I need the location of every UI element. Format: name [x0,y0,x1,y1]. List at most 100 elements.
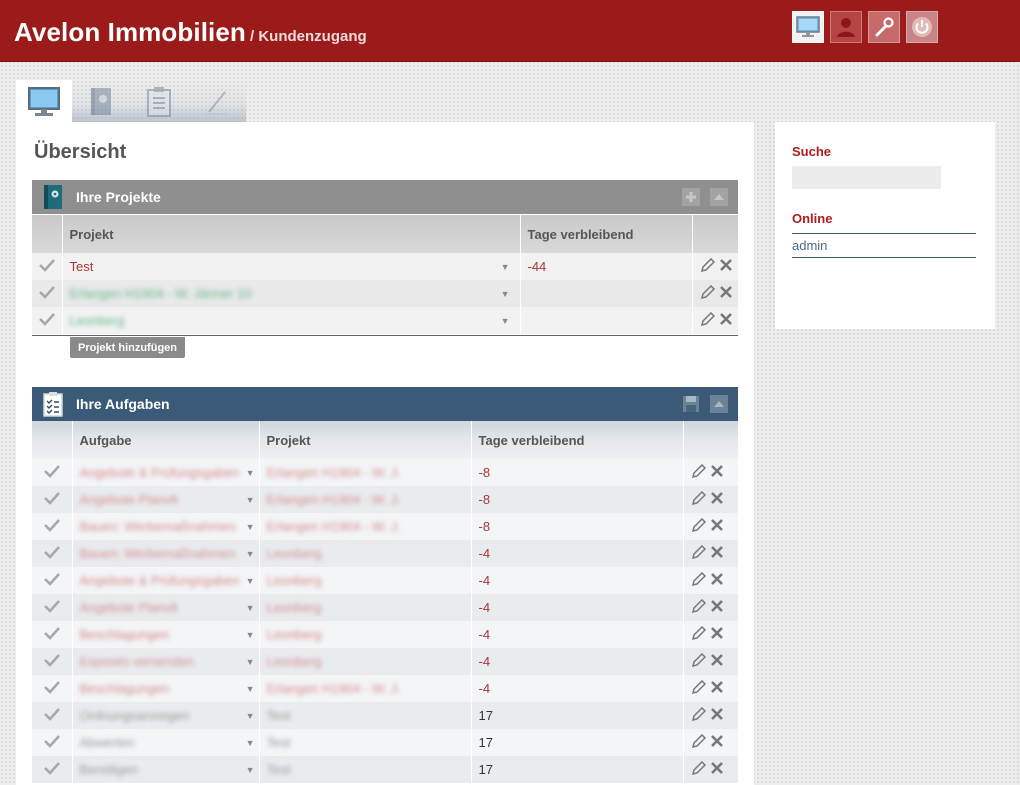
table-row[interactable]: Exposés versenden ▼ Leonberg -4 [32,648,739,675]
task-project-cell[interactable]: Erlangen H1904 - W. J. [259,486,472,513]
add-project-icon-button[interactable] [682,188,700,206]
table-row[interactable]: Test ▼ -44 [32,253,739,280]
user-button[interactable] [830,11,862,43]
delete-icon[interactable] [719,285,733,299]
task-cell[interactable]: Angebote & Prüfungsgaben ▼ [72,567,260,594]
done-toggle[interactable] [32,513,73,540]
settings-button[interactable] [868,11,900,43]
task-project[interactable]: Leonberg [266,600,322,615]
delete-icon[interactable] [710,707,724,721]
collapse-projects-button[interactable] [710,188,728,206]
task-project-cell[interactable]: Leonberg [259,621,472,648]
task-project-cell[interactable]: Test [259,729,472,756]
table-row[interactable]: Beschlagungen ▼ Leonberg -4 [32,621,739,648]
project-cell[interactable]: Erlangen H1904 - W. Jänner 10 ▼ [62,280,521,307]
project-cell[interactable]: Leonberg ▼ [62,307,521,334]
table-row[interactable]: Ordnungsanzeigen ▼ Test 17 [32,702,739,729]
done-toggle[interactable] [32,567,73,594]
edit-icon[interactable] [691,544,706,560]
done-toggle[interactable] [32,648,73,675]
done-toggle[interactable] [32,729,73,756]
done-toggle[interactable] [32,675,73,702]
edit-icon[interactable] [700,257,715,273]
chevron-down-icon[interactable]: ▼ [245,683,255,694]
done-toggle[interactable] [32,307,63,334]
table-row[interactable]: Bereitigen ▼ Test 17 [32,756,739,783]
edit-icon[interactable] [691,733,706,749]
table-row[interactable]: Angebote & Prüfungsgaben ▼ Leonberg -4 [32,567,739,594]
edit-icon[interactable] [700,311,715,327]
edit-icon[interactable] [691,760,706,776]
edit-icon[interactable] [691,706,706,722]
task-cell[interactable]: Ordnungsanzeigen ▼ [72,702,260,729]
edit-icon[interactable] [691,625,706,641]
tab-projects[interactable] [72,82,130,122]
task-name[interactable]: Exposés versenden [79,654,194,669]
project-name[interactable]: Test [69,259,94,274]
task-project[interactable]: Erlangen H1904 - W. J. [266,465,401,480]
task-cell[interactable]: Bereitigen ▼ [72,756,260,783]
edit-icon[interactable] [691,679,706,695]
table-row[interactable]: Erlangen H1904 - W. Jänner 10 ▼ [32,280,739,307]
delete-icon[interactable] [719,312,733,326]
collapse-tasks-button[interactable] [710,395,728,413]
table-row[interactable]: Angebote Planvlt ▼ Erlangen H1904 - W. J. -… [32,486,739,513]
done-toggle[interactable] [32,540,73,567]
task-cell[interactable]: Beschlagungen ▼ [72,621,260,648]
delete-icon[interactable] [710,734,724,748]
chevron-down-icon[interactable]: ▼ [245,629,255,640]
task-project-cell[interactable]: Leonberg [259,567,472,594]
task-project-cell[interactable]: Erlangen H1904 - W. J. [259,459,472,486]
task-project-cell[interactable]: Erlangen H1904 - W. J. [259,513,472,540]
task-project[interactable]: Erlangen H1904 - W. J. [266,519,401,534]
task-name[interactable]: Beschlagungen [79,627,170,642]
task-project-cell[interactable]: Leonberg [259,648,472,675]
chevron-down-icon[interactable]: ▼ [245,764,255,775]
task-name[interactable]: Abwerten [79,735,135,750]
task-name[interactable]: Bauen: Werbemaßnahmen [79,546,236,561]
delete-icon[interactable] [710,680,724,694]
done-toggle[interactable] [32,253,63,280]
delete-icon[interactable] [710,545,724,559]
task-project-cell[interactable]: Test [259,702,472,729]
task-project[interactable]: Erlangen H1904 - W. J. [266,492,401,507]
add-project-button[interactable]: Projekt hinzufügen [70,337,185,358]
task-project[interactable]: Test [266,708,291,723]
chevron-down-icon[interactable]: ▼ [500,315,510,326]
save-tasks-button[interactable] [682,395,700,413]
done-toggle[interactable] [32,621,73,648]
delete-icon[interactable] [710,599,724,613]
done-toggle[interactable] [32,486,73,513]
task-project[interactable]: Test [266,762,291,777]
task-project[interactable]: Test [266,735,291,750]
task-cell[interactable]: Angebote & Prüfungsgaben ▼ [72,459,260,486]
task-name[interactable]: Angebote Planvlt [79,492,178,507]
task-project-cell[interactable]: Leonberg [259,594,472,621]
task-name[interactable]: Angebote Planvlt [79,600,178,615]
chevron-down-icon[interactable]: ▼ [245,467,255,478]
task-cell[interactable]: Abwerten ▼ [72,729,260,756]
done-toggle[interactable] [32,594,73,621]
task-cell[interactable]: Bauen: Werbemaßnahmen ▼ [72,540,260,567]
task-cell[interactable]: Exposés versenden ▼ [72,648,260,675]
table-row[interactable]: Bauen: Werbemaßnahmen ▼ Leonberg -4 [32,540,739,567]
edit-icon[interactable] [691,598,706,614]
done-toggle[interactable] [32,756,73,783]
task-project-cell[interactable]: Test [259,756,472,783]
task-project[interactable]: Leonberg [266,627,322,642]
chevron-down-icon[interactable]: ▼ [245,575,255,586]
chevron-down-icon[interactable]: ▼ [245,494,255,505]
edit-icon[interactable] [691,652,706,668]
tab-notes[interactable] [188,82,246,122]
done-toggle[interactable] [32,280,63,307]
task-name[interactable]: Bereitigen [79,762,139,777]
logout-button[interactable] [906,11,938,43]
table-row[interactable]: Beschlagungen ▼ Erlangen H1904 - W. J. -4 [32,675,739,702]
tab-overview[interactable] [16,80,72,124]
chevron-down-icon[interactable]: ▼ [245,602,255,613]
edit-icon[interactable] [700,284,715,300]
delete-icon[interactable] [710,491,724,505]
chevron-down-icon[interactable]: ▼ [245,710,255,721]
task-cell[interactable]: Angebote Planvlt ▼ [72,486,260,513]
delete-icon[interactable] [719,258,733,272]
